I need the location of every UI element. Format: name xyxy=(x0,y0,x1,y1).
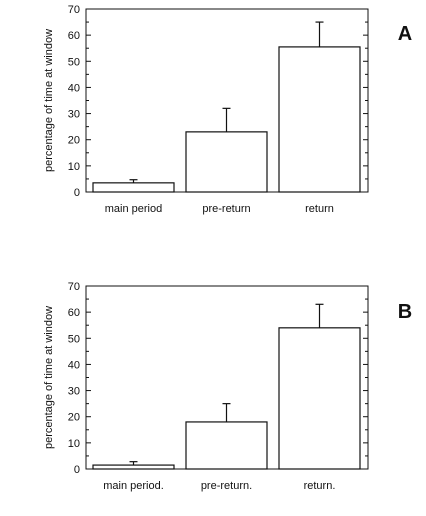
category-label-1: main period xyxy=(105,203,162,215)
y-tick-label: 0 xyxy=(74,464,80,476)
bar-2 xyxy=(185,421,268,470)
y-axis-label: percentage of time at window xyxy=(43,29,55,172)
y-tick-label: 70 xyxy=(68,281,80,293)
y-tick-label: 60 xyxy=(68,30,80,42)
bar-1 xyxy=(92,464,175,470)
chart-panel-b: 0 10 20 30 40 50 60 70 main period. pre-return. re… xyxy=(43,281,412,492)
y-tick-label: 40 xyxy=(68,359,80,371)
y-tick-label: 10 xyxy=(68,438,80,450)
bar-3 xyxy=(278,327,361,470)
category-label-2: pre-return. xyxy=(201,480,252,492)
y-tick-label: 10 xyxy=(68,161,80,173)
y-tick-label: 30 xyxy=(68,109,80,121)
category-label-3: return. xyxy=(304,480,336,492)
category-label-3: return xyxy=(305,203,334,215)
y-tick-label: 60 xyxy=(68,307,80,319)
y-tick-label: 70 xyxy=(68,4,80,16)
category-label-1: main period. xyxy=(103,480,164,492)
y-tick-label: 30 xyxy=(68,386,80,398)
panel-label: A xyxy=(398,23,412,45)
category-label-2: pre-return xyxy=(202,203,250,215)
y-tick-label: 50 xyxy=(68,56,80,68)
bar-2 xyxy=(185,131,268,193)
y-tick-label: 0 xyxy=(74,187,80,199)
y-axis-label: percentage of time at window xyxy=(43,306,55,449)
y-tick-label: 40 xyxy=(68,82,80,94)
panel-label: B xyxy=(398,301,412,323)
y-tick-label: 50 xyxy=(68,333,80,345)
y-tick-label: 20 xyxy=(68,412,80,424)
chart-panel-a: 0 10 20 30 40 50 60 70 main period pre-return retu… xyxy=(43,4,412,215)
y-tick-label: 20 xyxy=(68,135,80,147)
bar-3 xyxy=(278,46,361,193)
bar-1 xyxy=(92,182,175,193)
